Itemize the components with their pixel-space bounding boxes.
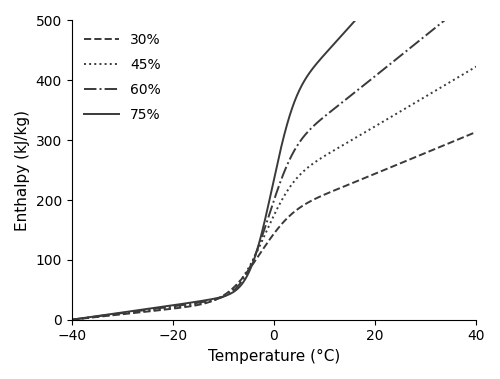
30%: [387, 165, 393, 170]
X-axis label: Temperature (°C): Temperature (°C): [208, 349, 340, 364]
60%: [266, 215, 272, 219]
45%: [254, 248, 260, 253]
60%: [254, 246, 260, 251]
45%: [474, 64, 480, 69]
30%: [474, 130, 480, 134]
60%: [68, 318, 74, 322]
45%: [462, 71, 468, 76]
75%: [68, 318, 74, 322]
45%: [387, 115, 393, 120]
45%: [462, 71, 468, 76]
30%: [462, 135, 468, 139]
45%: [90, 315, 96, 319]
45%: [68, 318, 74, 322]
60%: [387, 62, 393, 66]
75%: [266, 202, 272, 207]
75%: [254, 246, 260, 251]
45%: [266, 225, 272, 229]
30%: [90, 315, 96, 320]
75%: [90, 315, 96, 319]
60%: [462, 2, 468, 6]
Line: 45%: 45%: [72, 67, 476, 320]
30%: [254, 255, 260, 259]
60%: [462, 2, 468, 7]
30%: [266, 239, 272, 244]
Line: 75%: 75%: [72, 0, 476, 320]
Y-axis label: Enthalpy (kJ/kg): Enthalpy (kJ/kg): [15, 110, 30, 230]
30%: [462, 135, 468, 139]
60%: [90, 315, 96, 319]
30%: [68, 318, 74, 322]
Line: 60%: 60%: [72, 0, 476, 320]
Legend: 30%, 45%, 60%, 75%: 30%, 45%, 60%, 75%: [78, 27, 166, 128]
Line: 30%: 30%: [72, 132, 476, 320]
